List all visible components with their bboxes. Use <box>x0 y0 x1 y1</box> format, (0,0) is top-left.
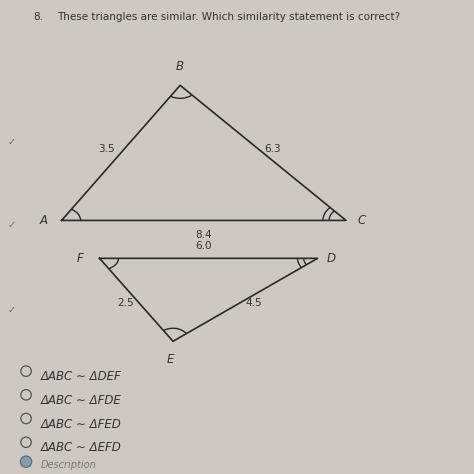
Text: 6.0: 6.0 <box>196 241 212 251</box>
Text: These triangles are similar. Which similarity statement is correct?: These triangles are similar. Which simil… <box>57 12 400 22</box>
Text: C: C <box>358 214 366 227</box>
Text: ✓: ✓ <box>7 220 15 230</box>
Text: 4.5: 4.5 <box>245 298 262 309</box>
Text: 6.3: 6.3 <box>264 144 281 155</box>
Text: 2.5: 2.5 <box>117 298 134 309</box>
Text: ΔABC ∼ ΔFDE: ΔABC ∼ ΔFDE <box>40 394 121 407</box>
Circle shape <box>21 390 31 400</box>
Text: F: F <box>76 252 83 265</box>
Text: A: A <box>39 214 47 227</box>
Text: Description: Description <box>40 460 96 471</box>
Text: ΔABC ∼ ΔFED: ΔABC ∼ ΔFED <box>40 418 121 431</box>
Text: ✓: ✓ <box>7 305 15 316</box>
Text: ΔABC ∼ ΔDEF: ΔABC ∼ ΔDEF <box>40 370 121 383</box>
Text: ΔABC ∼ ΔEFD: ΔABC ∼ ΔEFD <box>40 441 121 455</box>
Circle shape <box>20 456 32 467</box>
Circle shape <box>21 437 31 447</box>
Text: E: E <box>167 353 174 366</box>
Text: B: B <box>176 61 184 73</box>
Text: 3.5: 3.5 <box>98 144 115 155</box>
Text: 8.4: 8.4 <box>195 230 212 240</box>
Circle shape <box>21 413 31 424</box>
Text: 8.: 8. <box>33 12 43 22</box>
Circle shape <box>21 366 31 376</box>
Text: D: D <box>327 252 336 265</box>
Text: ✓: ✓ <box>7 137 15 147</box>
